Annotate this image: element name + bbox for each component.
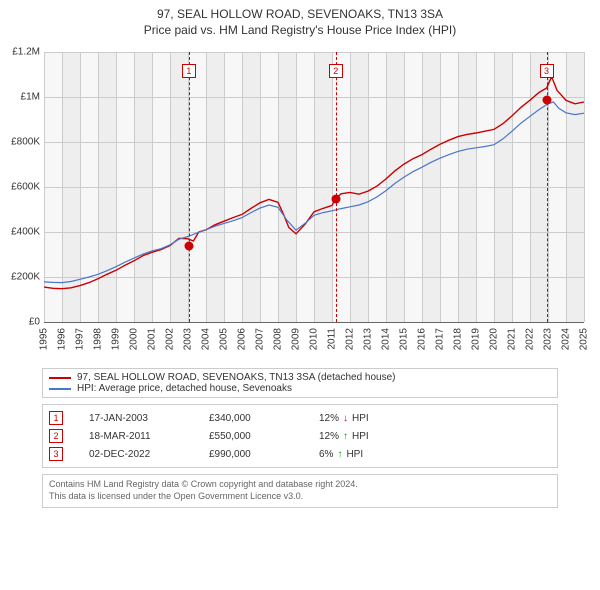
x-axis-label: 2008 (273, 328, 284, 350)
sale-event-price: £990,000 (209, 449, 319, 460)
x-axis-label: 2007 (255, 328, 266, 350)
sale-marker-index: 3 (540, 64, 554, 78)
sale-event-date: 02-DEC-2022 (89, 449, 209, 460)
sale-marker-index: 2 (329, 64, 343, 78)
legend-label: 97, SEAL HOLLOW ROAD, SEVENOAKS, TN13 3S… (77, 372, 395, 383)
sale-event-row: 2 18-MAR-2011£550,00012% ↑ HPI (49, 427, 551, 445)
series-line (44, 77, 584, 289)
x-axis-label: 1999 (111, 328, 122, 350)
sale-event-delta: 6% ↑ HPI (319, 449, 429, 460)
sale-event-vs: HPI (352, 413, 369, 424)
sale-event-vs: HPI (346, 449, 363, 460)
x-axis-label: 2011 (327, 328, 338, 350)
sale-event-price: £550,000 (209, 431, 319, 442)
legend-swatch (49, 377, 71, 379)
arrow-icon: ↑ (337, 449, 342, 460)
sale-event-row: 1 17-JAN-2003£340,00012% ↓ HPI (49, 409, 551, 427)
x-axis-label: 2009 (291, 328, 302, 350)
sale-event-index: 2 (49, 429, 63, 443)
arrow-icon: ↑ (343, 431, 348, 442)
x-axis-label: 2019 (471, 328, 482, 350)
x-axis-label: 2020 (489, 328, 500, 350)
sale-marker-line (547, 52, 548, 322)
sale-event-delta-pct: 6% (319, 449, 333, 460)
x-axis-label: 2001 (147, 328, 158, 350)
x-axis-label: 2005 (219, 328, 230, 350)
x-axis-label: 2022 (525, 328, 536, 350)
x-axis-label: 1998 (93, 328, 104, 350)
x-axis-label: 1996 (57, 328, 68, 350)
x-axis-label: 2002 (165, 328, 176, 350)
sale-marker-dot (542, 95, 551, 104)
x-axis-label: 2015 (399, 328, 410, 350)
attribution: Contains HM Land Registry data © Crown c… (42, 474, 558, 507)
x-axis-label: 2016 (417, 328, 428, 350)
legend: 97, SEAL HOLLOW ROAD, SEVENOAKS, TN13 3S… (42, 368, 558, 398)
attribution-line: This data is licensed under the Open Gov… (49, 491, 551, 503)
legend-item: 97, SEAL HOLLOW ROAD, SEVENOAKS, TN13 3S… (49, 372, 551, 383)
legend-label: HPI: Average price, detached house, Seve… (77, 383, 292, 394)
sale-event-delta-pct: 12% (319, 431, 339, 442)
x-axis-label: 2018 (453, 328, 464, 350)
x-axis-label: 2000 (129, 328, 140, 350)
sale-event-price: £340,000 (209, 413, 319, 424)
x-axis-label: 1995 (39, 328, 50, 350)
sale-marker-index: 1 (182, 64, 196, 78)
sale-event-delta-pct: 12% (319, 413, 339, 424)
chart-title-subtitle: Price paid vs. HM Land Registry's House … (0, 22, 600, 38)
sale-marker-line (189, 52, 190, 322)
x-axis-label: 2013 (363, 328, 374, 350)
sales-events-table: 1 17-JAN-2003£340,00012% ↓ HPI 2 18-MAR-2011£… (42, 404, 558, 468)
sale-event-vs: HPI (352, 431, 369, 442)
x-axis-label: 2024 (561, 328, 572, 350)
legend-item: HPI: Average price, detached house, Seve… (49, 383, 551, 394)
x-axis-label: 2021 (507, 328, 518, 350)
sale-event-index: 3 (49, 447, 63, 461)
sale-event-date: 17-JAN-2003 (89, 413, 209, 424)
sale-event-date: 18-MAR-2011 (89, 431, 209, 442)
sale-marker-dot (331, 194, 340, 203)
sale-marker-line (336, 52, 337, 322)
x-axis-label: 2012 (345, 328, 356, 350)
sale-event-row: 3 02-DEC-2022£990,0006% ↑ HPI (49, 445, 551, 463)
x-axis-label: 2014 (381, 328, 392, 350)
x-axis-label: 2006 (237, 328, 248, 350)
sale-marker-dot (184, 241, 193, 250)
sale-event-delta: 12% ↓ HPI (319, 413, 429, 424)
x-axis-label: 2025 (579, 328, 590, 350)
chart-title-address: 97, SEAL HOLLOW ROAD, SEVENOAKS, TN13 3S… (0, 6, 600, 22)
x-axis-label: 2003 (183, 328, 194, 350)
series-svg (4, 46, 588, 326)
legend-swatch (49, 388, 71, 390)
x-axis-label: 2004 (201, 328, 212, 350)
series-line (44, 102, 584, 283)
x-axis-label: 2010 (309, 328, 320, 350)
sale-event-index: 1 (49, 411, 63, 425)
x-axis-label: 2023 (543, 328, 554, 350)
x-axis-label: 2017 (435, 328, 446, 350)
arrow-icon: ↓ (343, 413, 348, 424)
x-axis-label: 1997 (75, 328, 86, 350)
sale-event-delta: 12% ↑ HPI (319, 431, 429, 442)
chart-area: £0£200K£400K£600K£800K£1M£1.2M1995199619… (4, 46, 596, 362)
attribution-line: Contains HM Land Registry data © Crown c… (49, 479, 551, 491)
